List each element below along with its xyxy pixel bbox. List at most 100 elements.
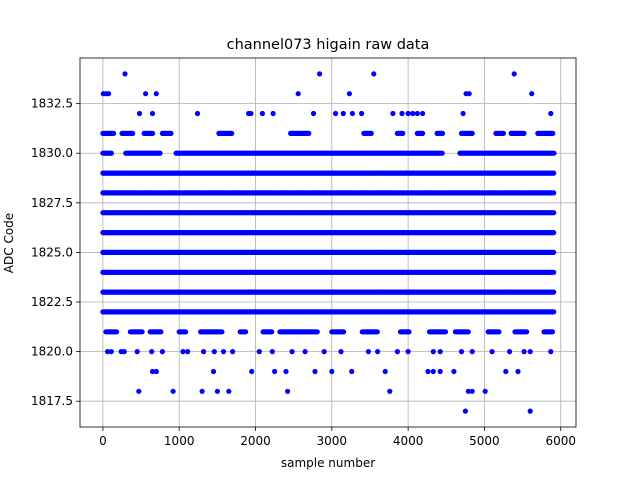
data-point (341, 329, 347, 335)
data-point (121, 349, 127, 355)
data-point (430, 368, 436, 375)
data-point (108, 349, 114, 355)
data-point (368, 130, 374, 136)
data-point (333, 110, 339, 117)
data-point (405, 110, 411, 117)
data-point (104, 349, 111, 355)
data-point (551, 230, 557, 236)
data-point (230, 349, 236, 355)
data-point (406, 329, 412, 335)
data-point (399, 110, 405, 117)
data-point (321, 349, 327, 355)
data-point (229, 130, 235, 136)
y-tick-label: 1832.5 (31, 97, 73, 111)
data-point (349, 110, 355, 117)
data-point (159, 349, 165, 355)
data-point (529, 91, 535, 97)
data-point (314, 329, 320, 335)
data-point (210, 368, 217, 375)
x-axis-ticks: 0 1000 2000 3000 4000 5000 6000 (99, 427, 576, 448)
y-tick-label: 1817.5 (31, 394, 73, 408)
data-point (143, 91, 149, 97)
data-point (219, 329, 225, 335)
y-axis-ticks: 1817.5 1820.0 1822.5 1825.0 1827.5 1830.0 1832… (31, 97, 80, 408)
data-point (272, 368, 278, 375)
data-point (249, 368, 255, 375)
data-point (439, 150, 445, 156)
data-point (430, 349, 436, 355)
data-point (550, 130, 556, 136)
data-point (295, 91, 301, 97)
data-point (139, 329, 145, 335)
data-point (507, 349, 513, 355)
data-point (414, 110, 420, 117)
data-point (136, 388, 142, 394)
data-point (437, 349, 443, 355)
data-point (458, 349, 465, 355)
data-point (394, 349, 400, 355)
data-point (371, 71, 377, 77)
data-point (482, 388, 488, 394)
data-point (111, 130, 117, 136)
data-point (439, 130, 446, 136)
data-point (157, 150, 163, 156)
data-point (329, 368, 335, 375)
x-axis-label: sample number (281, 456, 375, 470)
data-point (149, 349, 155, 355)
data-point (465, 329, 471, 335)
data-point (503, 368, 509, 375)
data-point (527, 408, 533, 414)
y-tick-label: 1822.5 (31, 295, 73, 309)
y-tick-label: 1830.0 (31, 146, 73, 160)
data-point (469, 349, 475, 355)
data-point (185, 349, 191, 355)
data-point (199, 388, 205, 394)
data-point (130, 130, 136, 136)
data-points (100, 71, 557, 414)
data-point (551, 150, 557, 156)
data-point (551, 289, 557, 295)
y-tick-label: 1827.5 (31, 196, 73, 210)
data-point (149, 368, 156, 375)
data-point (425, 368, 431, 375)
data-point (420, 130, 426, 136)
data-point (194, 110, 201, 117)
data-point (500, 130, 506, 136)
x-tick-label: 4000 (393, 434, 424, 448)
chart-title: channel073 higain raw data (227, 37, 430, 53)
data-point (442, 329, 449, 335)
data-point (410, 110, 416, 117)
data-point (170, 388, 176, 394)
data-point (283, 368, 289, 375)
data-point (548, 349, 554, 355)
data-point (451, 368, 457, 375)
data-point (551, 190, 557, 196)
data-point (153, 91, 159, 97)
data-point (469, 388, 475, 394)
data-point (521, 349, 527, 355)
data-point (489, 349, 495, 355)
data-point (549, 329, 556, 335)
y-tick-label: 1820.0 (31, 345, 73, 359)
data-point (248, 110, 254, 117)
data-point (270, 110, 276, 117)
y-axis-label: ADC Code (2, 213, 16, 273)
data-point (382, 368, 388, 375)
data-point (462, 408, 468, 414)
x-tick-label: 0 (99, 434, 107, 448)
data-point (158, 329, 164, 335)
data-point (149, 110, 156, 117)
x-tick-label: 5000 (469, 434, 500, 448)
data-point (168, 130, 174, 136)
data-point (496, 329, 502, 335)
data-point (460, 110, 466, 117)
data-point (226, 388, 232, 394)
x-tick-label: 6000 (545, 434, 576, 448)
x-tick-label: 2000 (240, 434, 271, 448)
data-point (150, 130, 156, 136)
data-point (551, 309, 557, 315)
data-point (153, 368, 159, 375)
data-point (346, 91, 352, 97)
